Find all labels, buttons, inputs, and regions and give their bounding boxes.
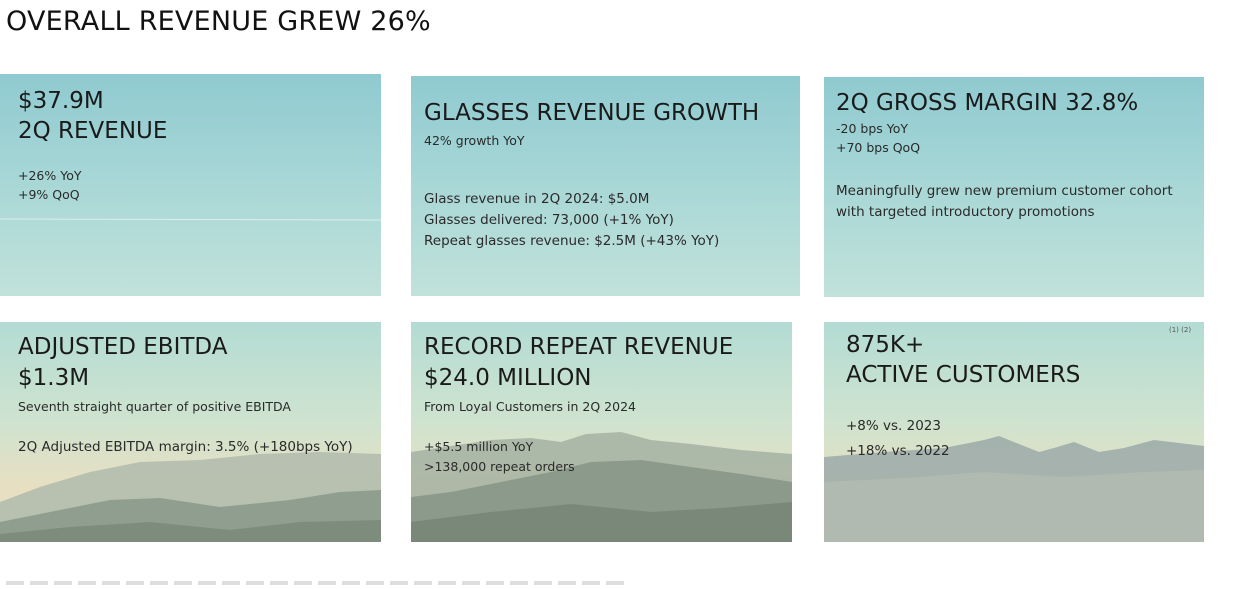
repeat-amount: $24.0 MILLION xyxy=(424,365,592,391)
repeat-revenue-card: RECORD REPEAT REVENUE $24.0 MILLION From… xyxy=(411,322,792,542)
gross-margin-note-1: Meaningfully grew new premium customer c… xyxy=(836,183,1173,199)
glasses-detail-3: Repeat glasses revenue: $2.5M (+43% YoY) xyxy=(424,233,720,249)
customers-vs-2023: +8% vs. 2023 xyxy=(846,418,941,434)
repeat-subheading: From Loyal Customers in 2Q 2024 xyxy=(424,399,636,414)
revenue-card: $37.9M 2Q REVENUE +26% YoY +9% QoQ xyxy=(0,74,381,296)
gross-margin-note-2: with targeted introductory promotions xyxy=(836,204,1095,220)
glasses-subheading: 42% growth YoY xyxy=(424,133,525,148)
repeat-yoy: +$5.5 million YoY xyxy=(424,439,534,454)
sky-background xyxy=(411,76,800,296)
active-customers-card: (1) (2) 875K+ ACTIVE CUSTOMERS +8% vs. 2… xyxy=(824,322,1204,542)
mountain-background xyxy=(824,322,1204,542)
revenue-amount: $37.9M xyxy=(18,88,104,114)
gross-margin-card: 2Q GROSS MARGIN 32.8% -20 bps YoY +70 bp… xyxy=(824,77,1204,297)
revenue-yoy: +26% YoY xyxy=(18,168,82,183)
sky-background xyxy=(0,74,381,296)
footnote-marks: (1) (2) xyxy=(1169,326,1192,334)
footnote-text-line xyxy=(6,581,626,585)
gross-margin-yoy: -20 bps YoY xyxy=(836,121,909,136)
mountain-background xyxy=(0,322,381,542)
revenue-qoq: +9% QoQ xyxy=(18,187,80,202)
ebitda-heading: ADJUSTED EBITDA xyxy=(18,334,228,360)
repeat-orders: >138,000 repeat orders xyxy=(424,459,575,474)
ebitda-margin: 2Q Adjusted EBITDA margin: 3.5% (+180bps… xyxy=(18,439,353,455)
adjusted-ebitda-card: ADJUSTED EBITDA $1.3M Seventh straight q… xyxy=(0,322,381,542)
ebitda-amount: $1.3M xyxy=(18,365,90,391)
revenue-label: 2Q REVENUE xyxy=(18,118,168,144)
glasses-detail-1: Glass revenue in 2Q 2024: $5.0M xyxy=(424,191,650,207)
ebitda-subheading: Seventh straight quarter of positive EBI… xyxy=(18,399,291,414)
repeat-heading: RECORD REPEAT REVENUE xyxy=(424,334,734,360)
page-title: OVERALL REVENUE GREW 26% xyxy=(6,6,431,37)
customers-vs-2022: +18% vs. 2022 xyxy=(846,443,950,459)
customers-label: ACTIVE CUSTOMERS xyxy=(846,362,1081,388)
sky-background xyxy=(824,77,1204,297)
glasses-detail-2: Glasses delivered: 73,000 (+1% YoY) xyxy=(424,212,674,228)
glasses-revenue-card: GLASSES REVENUE GROWTH 42% growth YoY Gl… xyxy=(411,76,800,296)
gross-margin-heading: 2Q GROSS MARGIN 32.8% xyxy=(836,90,1139,116)
customers-count: 875K+ xyxy=(846,332,925,358)
glasses-heading: GLASSES REVENUE GROWTH xyxy=(424,100,760,126)
mountain-background xyxy=(411,322,792,542)
gross-margin-qoq: +70 bps QoQ xyxy=(836,140,921,155)
